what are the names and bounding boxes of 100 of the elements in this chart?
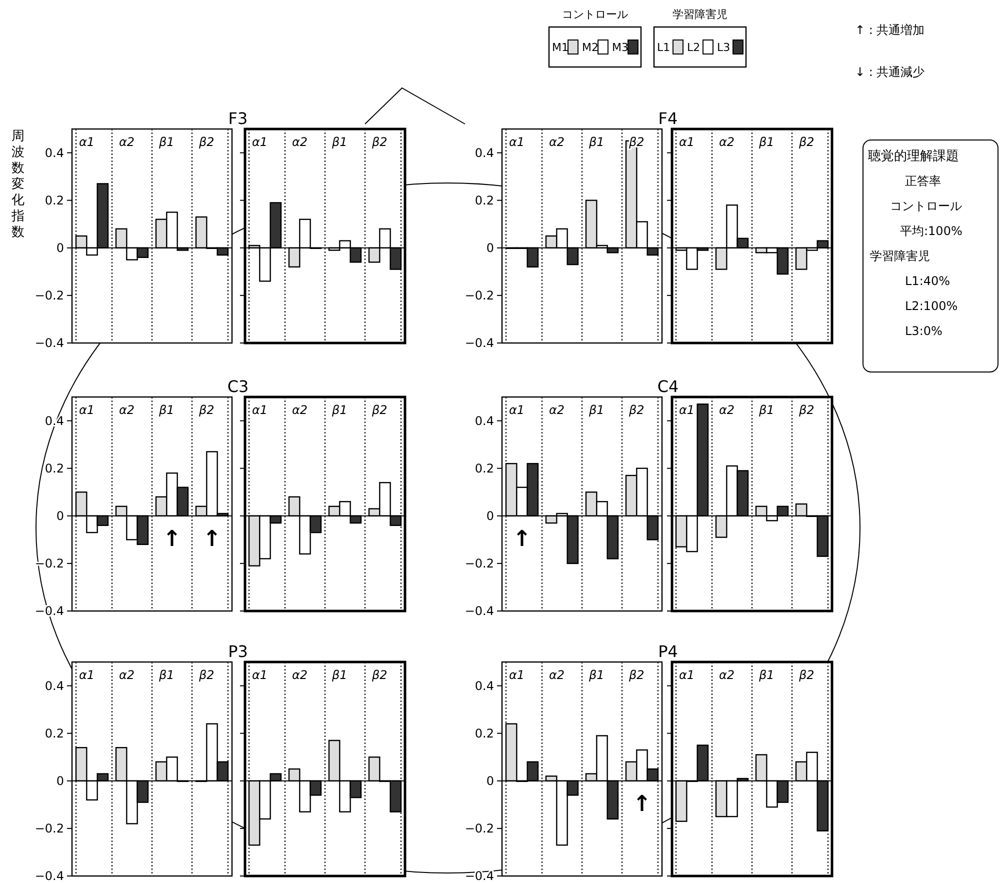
x-tick-label: α1 bbox=[79, 403, 95, 417]
x-tick-label: β2 bbox=[198, 135, 214, 149]
legend-label: M2 bbox=[582, 41, 598, 54]
x-tick-label: α1 bbox=[509, 135, 525, 149]
y-tick-label: 0.4 bbox=[474, 146, 494, 160]
text: 学習障害児 bbox=[870, 249, 930, 263]
y-tick-label: 0.4 bbox=[474, 414, 494, 428]
text: ↑ : 共通増加 bbox=[855, 23, 925, 37]
x-tick-label: α1 bbox=[679, 403, 695, 417]
y-tick-label: 0.2 bbox=[474, 193, 494, 208]
x-tick-label: β1 bbox=[758, 135, 774, 149]
x-tick-label: α1 bbox=[79, 668, 95, 682]
x-tick-label: α2 bbox=[549, 135, 565, 149]
y-tick-label: 0 bbox=[56, 774, 64, 788]
text: 平均:100% bbox=[900, 224, 962, 238]
x-tick-label: β1 bbox=[758, 403, 774, 417]
x-tick-label: β1 bbox=[331, 135, 348, 149]
y-tick-label: 0.2 bbox=[44, 461, 64, 476]
x-tick-label: α2 bbox=[719, 403, 735, 417]
x-tick-label: β1 bbox=[158, 403, 174, 417]
y-tick-label: −0.4 bbox=[464, 336, 494, 350]
x-tick-label: β2 bbox=[628, 135, 644, 149]
text: 聴覚的理解課題 bbox=[868, 149, 959, 164]
chart-title: F4 bbox=[658, 109, 678, 128]
text: L3:0% bbox=[905, 324, 942, 338]
x-tick-label: α2 bbox=[292, 668, 308, 682]
x-tick-label: α1 bbox=[509, 668, 525, 682]
x-tick-label: β2 bbox=[798, 403, 814, 417]
y-tick-label: 0 bbox=[56, 240, 64, 255]
x-tick-label: β2 bbox=[371, 135, 388, 149]
x-tick-label: α1 bbox=[679, 135, 695, 149]
x-tick-label: α2 bbox=[549, 668, 565, 682]
x-tick-label: α2 bbox=[292, 135, 308, 149]
x-tick-label: β1 bbox=[331, 403, 348, 417]
x-tick-label: β2 bbox=[371, 668, 388, 682]
legend-label: L3 bbox=[717, 41, 730, 54]
y-tick-label: 0.2 bbox=[44, 726, 64, 740]
x-tick-label: α2 bbox=[119, 403, 135, 417]
y-tick-label: 0.2 bbox=[474, 726, 494, 740]
y-tick-label: −0.2 bbox=[34, 821, 64, 836]
x-tick-label: β2 bbox=[628, 668, 644, 682]
y-tick-label: −0.2 bbox=[464, 821, 494, 836]
y-tick-label: 0 bbox=[56, 508, 64, 523]
x-tick-label: α2 bbox=[119, 668, 135, 682]
legend-label: L1 bbox=[657, 41, 670, 54]
legend-title: コントロール bbox=[562, 8, 628, 21]
annotation: ↑ bbox=[202, 526, 222, 552]
y-tick-label: −0.4 bbox=[464, 604, 494, 618]
x-tick-label: β1 bbox=[158, 135, 174, 149]
y-tick-label: −0.2 bbox=[34, 288, 64, 302]
y-tick-label: 0.4 bbox=[44, 146, 64, 160]
x-tick-label: β1 bbox=[588, 403, 604, 417]
y-tick-label: 0.2 bbox=[44, 193, 64, 208]
y-tick-label: −0.2 bbox=[464, 556, 494, 570]
legend-label: M1 bbox=[552, 41, 568, 54]
x-tick-label: β1 bbox=[758, 668, 774, 682]
y-tick-label: 0 bbox=[486, 774, 494, 788]
x-tick-label: α2 bbox=[719, 668, 735, 682]
x-tick-label: α1 bbox=[509, 403, 525, 417]
x-tick-label: α2 bbox=[119, 135, 135, 149]
chart-title: P3 bbox=[228, 642, 248, 661]
legend-label: M3 bbox=[612, 41, 628, 54]
x-tick-label: β1 bbox=[158, 668, 174, 682]
y-tick-label: −0.4 bbox=[464, 869, 494, 883]
x-tick-label: β1 bbox=[588, 135, 604, 149]
x-tick-label: β2 bbox=[798, 135, 814, 149]
y-tick-label: 0 bbox=[486, 240, 494, 255]
x-tick-label: β2 bbox=[198, 668, 214, 682]
text: L2:100% bbox=[905, 299, 958, 313]
x-tick-label: β2 bbox=[798, 668, 814, 682]
annotation: ↑ bbox=[632, 792, 652, 817]
legend-title: 学習障害児 bbox=[672, 8, 728, 21]
annotation: ↑ bbox=[162, 526, 182, 552]
text: 正答率 bbox=[905, 174, 941, 188]
x-tick-label: β2 bbox=[198, 403, 214, 417]
text: コントロール bbox=[890, 199, 962, 213]
y-tick-label: 0.2 bbox=[474, 461, 494, 476]
x-tick-label: β2 bbox=[628, 403, 644, 417]
x-tick-label: β1 bbox=[331, 668, 348, 682]
x-tick-label: α1 bbox=[252, 403, 268, 417]
y-tick-label: −0.4 bbox=[34, 336, 64, 350]
x-tick-label: α1 bbox=[252, 135, 268, 149]
y-tick-label: −0.4 bbox=[34, 869, 64, 883]
x-tick-label: α2 bbox=[549, 403, 565, 417]
x-tick-label: α1 bbox=[79, 135, 95, 149]
chart-title: P4 bbox=[658, 642, 678, 661]
y-tick-label: 0 bbox=[486, 508, 494, 523]
x-tick-label: β2 bbox=[371, 403, 388, 417]
x-tick-label: α1 bbox=[679, 668, 695, 682]
y-tick-label: 0.4 bbox=[474, 678, 494, 693]
chart-title: F3 bbox=[228, 109, 248, 128]
x-tick-label: β1 bbox=[588, 668, 604, 682]
text: ↓ : 共通減少 bbox=[855, 65, 925, 79]
chart-title: C4 bbox=[657, 377, 679, 396]
chart-title: C3 bbox=[227, 377, 249, 396]
y-tick-label: −0.2 bbox=[464, 288, 494, 302]
y-tick-label: 0.4 bbox=[44, 678, 64, 693]
y-axis-title: 周波数変化指数 bbox=[10, 129, 24, 240]
x-tick-label: α2 bbox=[719, 135, 735, 149]
text: L1:40% bbox=[905, 274, 950, 288]
